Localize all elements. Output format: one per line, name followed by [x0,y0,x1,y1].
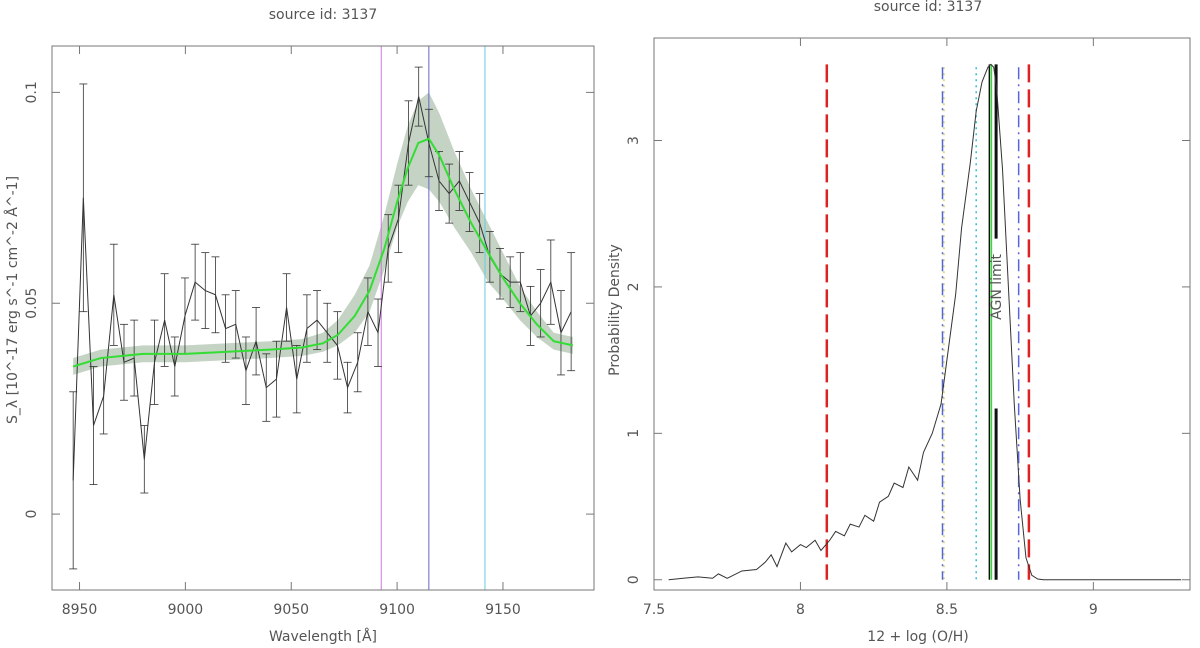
left-xlabel: Wavelength [Å] [269,628,377,645]
left-xtick-label: 9150 [485,602,521,618]
probability-density-curve [668,63,1182,581]
left-xtick-label: 9050 [273,602,309,618]
agn-limit-label: AGN limit [989,253,1005,319]
right-ytick-label: 0 [626,575,642,584]
right-xtick-label: 7.5 [643,602,665,618]
pdf-panel: source id: 3137 12 + log (O/H) Probabili… [607,0,1191,645]
right-title: source id: 3137 [874,0,983,15]
right-ylabel: Probability Density [607,244,623,376]
right-xtick-label: 8.5 [936,602,958,618]
left-ytick-label: 0 [24,510,40,519]
right-xtick-label: 8 [796,602,805,618]
right-ytick-label: 3 [626,136,642,145]
left-frame [51,45,595,591]
left-title: source id: 3137 [269,7,378,23]
left-xtick-label: 8950 [62,602,98,618]
left-xtick-label: 9100 [379,602,415,618]
right-xlabel: 12 + log (O/H) [867,629,968,645]
model-uncertainty-band [73,92,573,375]
spectrum-panel: source id: 3137 Wavelength [Å] S_λ [10^-… [4,7,595,645]
right-frame [653,37,1191,591]
right-ytick-label: 2 [626,282,642,291]
left-ytick-label: 0.05 [24,288,40,319]
left-ytick-label: 0.1 [24,81,40,103]
model-fit-line [72,137,574,368]
left-ylabel: S_λ [10^-17 erg s^-1 cm^-2 Å^-1] [4,176,21,424]
right-xtick-label: 9 [1089,602,1098,618]
right-ytick-label: 1 [626,429,642,438]
left-xtick-label: 9000 [168,602,204,618]
